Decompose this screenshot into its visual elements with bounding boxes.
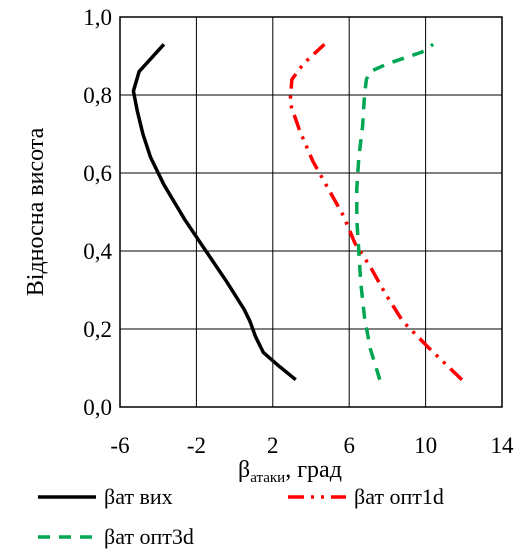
grid-layer	[119, 16, 503, 408]
y-tick-label: 1,0	[83, 5, 112, 30]
y-tick-label: 0,8	[83, 83, 112, 108]
x-tick-label: 2	[267, 433, 279, 458]
x-tick-label: -2	[187, 433, 206, 458]
x-tick-label: 14	[491, 433, 515, 458]
series-line-2	[355, 42, 435, 381]
x-axis-title-rest: , град	[285, 457, 342, 483]
x-axis-title-main: β	[238, 457, 250, 483]
y-tick-label: 0,0	[83, 395, 112, 420]
plot-frame	[119, 16, 503, 408]
legend-label-0: βат вих	[104, 484, 173, 509]
x-tick-label: 6	[343, 433, 355, 458]
tick-layer: -6 -2 2 6 10 14 0,0 0,2 0,4 0,6 0,8 1,0	[83, 5, 514, 458]
legend-label-2: βат опт3d	[104, 524, 194, 549]
y-tick-label: 0,6	[83, 161, 112, 186]
legend: βат вих βат опт1d βат опт3d	[38, 484, 444, 549]
y-tick-label: 0,4	[83, 239, 112, 264]
x-tick-label: 10	[414, 433, 437, 458]
x-axis-title: βатаки, град	[238, 457, 342, 486]
y-axis-title: Відносна висота	[23, 127, 49, 296]
series-line-0	[131, 43, 297, 382]
x-tick-label: -6	[110, 433, 129, 458]
legend-label-1: βат опт1d	[354, 484, 444, 509]
series-line-1	[288, 43, 464, 381]
series-layer	[131, 42, 464, 382]
y-tick-label: 0,2	[83, 317, 112, 342]
x-axis-title-subscript: атаки	[250, 470, 285, 486]
